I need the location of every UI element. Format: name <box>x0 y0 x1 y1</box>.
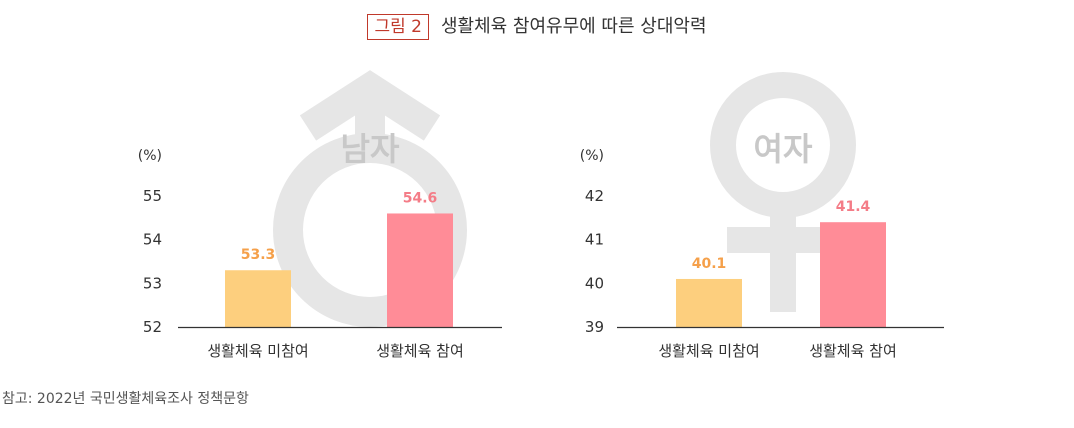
male-ytick-label: 52 <box>143 318 162 336</box>
female-value-label: 41.4 <box>836 199 871 215</box>
female-category-label: 생활체육 미참여 <box>658 342 759 360</box>
male-ytick-label: 54 <box>143 231 162 249</box>
female-ytick-label: 39 <box>585 318 604 336</box>
female-bar-participation <box>820 222 886 327</box>
female-ytick-label: 41 <box>585 231 604 249</box>
male-panel-title: 남자 <box>341 130 400 168</box>
female-unit-label: (%) <box>580 148 604 164</box>
male-value-label: 54.6 <box>403 190 438 206</box>
male-ytick-label: 53 <box>143 274 162 292</box>
male-symbol-arrow <box>299 70 441 141</box>
figure-title: 생활체육 참여유무에 따른 상대악력 <box>440 16 707 37</box>
female-value-label: 40.1 <box>692 256 727 272</box>
male-value-label: 53.3 <box>241 247 276 263</box>
figure-header: 그림 2 생활체육 참여유무에 따른 상대악력 <box>0 14 1074 40</box>
figure-tag: 그림 2 <box>367 14 429 40</box>
male-bar-participation <box>387 213 453 327</box>
male-category-label: 생활체육 참여 <box>376 342 464 360</box>
female-bar-non-participation <box>676 278 742 327</box>
female-ytick-label: 40 <box>585 274 604 292</box>
male-ytick-label: 55 <box>143 187 162 205</box>
male-bar-non-participation <box>225 270 291 327</box>
female-panel-title: 여자 <box>754 130 813 168</box>
source-note: 참고: 2022년 국민생활체육조사 정책문항 <box>2 391 249 407</box>
female-ytick-label: 42 <box>585 187 604 205</box>
male-unit-label: (%) <box>138 148 162 164</box>
female-category-label: 생활체육 참여 <box>809 342 897 360</box>
male-category-label: 생활체육 미참여 <box>207 342 308 360</box>
chart-area: 남자 (%) 52 53 54 55 53.3 생활체육 미참여 54.6 생활체육 참여 여자 (%… <box>138 70 944 360</box>
